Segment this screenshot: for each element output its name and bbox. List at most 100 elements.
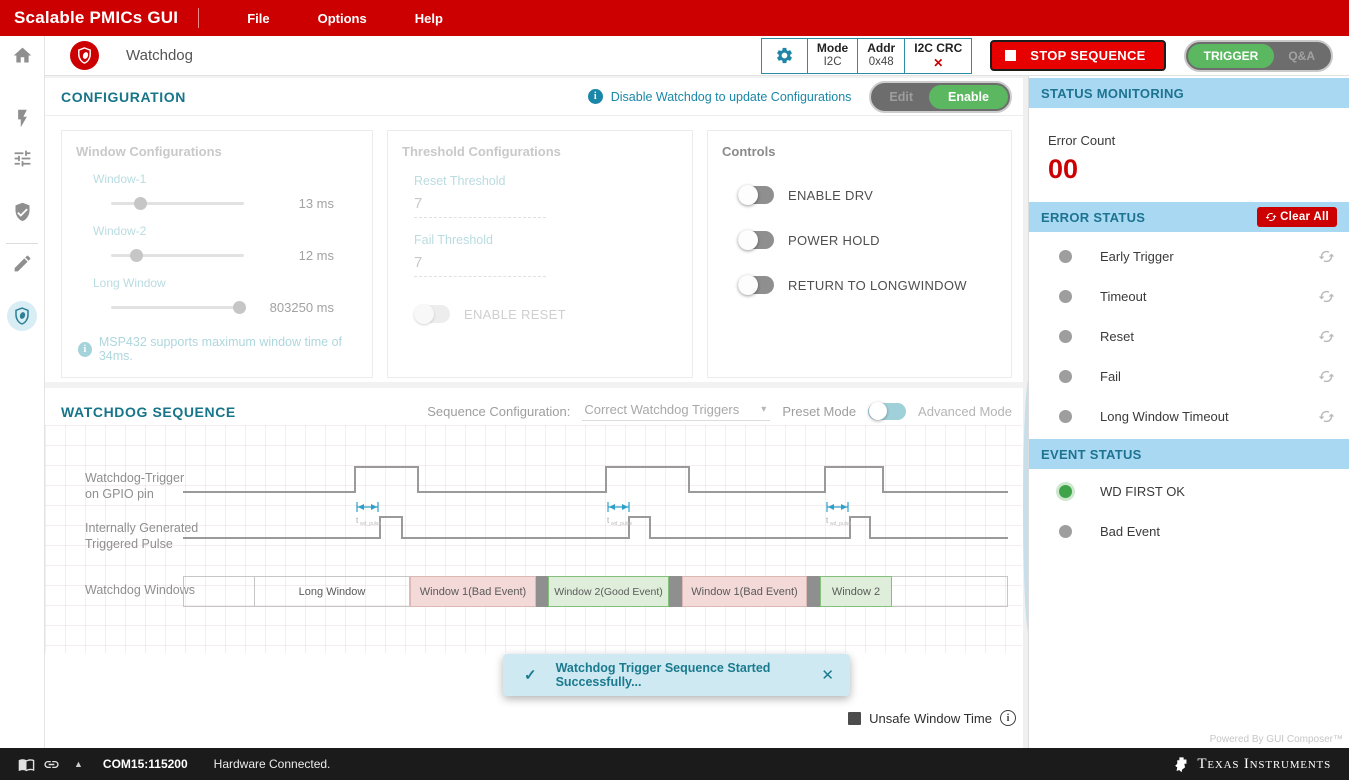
svg-text:wd_pulse: wd_pulse	[611, 521, 632, 527]
enable-reset-toggle[interactable]	[414, 304, 450, 324]
content-header: Watchdog Mode I2C Addr 0x48	[45, 36, 1349, 76]
enable-option[interactable]: Enable	[929, 84, 1008, 109]
qa-option[interactable]: Q&A	[1288, 48, 1315, 63]
ti-brand: Texas Instruments	[1173, 755, 1331, 774]
slider-thumb[interactable]	[133, 197, 147, 210]
status-led	[1059, 329, 1072, 343]
window2-slider[interactable]	[111, 249, 244, 262]
log-book-icon[interactable]	[18, 756, 35, 773]
home-icon[interactable]	[12, 45, 33, 66]
return-longwindow-toggle[interactable]	[738, 275, 774, 295]
unsafe-window-legend: Unsafe Window Time i	[848, 710, 1016, 726]
toast-message: Watchdog Trigger Sequence Started Succes…	[555, 661, 771, 689]
edit-pencil-icon[interactable]	[12, 253, 33, 274]
edit-enable-toggle[interactable]: Edit Enable	[869, 80, 1012, 113]
window-config-title: Window Configurations	[76, 144, 222, 159]
annotation-arrowheads	[358, 504, 847, 510]
toggle-knob	[738, 230, 758, 250]
menu-file[interactable]: File	[247, 10, 270, 26]
slider-thumb[interactable]	[129, 249, 143, 262]
enable-drv-label: ENABLE DRV	[788, 187, 874, 203]
status-led	[1059, 524, 1072, 538]
status-led-green	[1059, 484, 1072, 498]
legend-swatch	[848, 711, 862, 725]
reset-threshold-input[interactable]: 7	[414, 195, 546, 218]
preset-advanced-toggle[interactable]	[868, 402, 907, 420]
fail-threshold-input[interactable]: 7	[414, 254, 546, 277]
power-hold-label: POWER HOLD	[788, 232, 880, 248]
refresh-icon[interactable]	[1318, 288, 1335, 305]
power-bolt-icon[interactable]	[12, 108, 33, 129]
main-content: CONFIGURATION i Disable Watchdog to upda…	[45, 76, 1028, 748]
window-segment-long-window: Long Window	[255, 576, 410, 607]
slider-thumb[interactable]	[233, 301, 246, 314]
enable-reset-label: ENABLE RESET	[464, 306, 566, 322]
menubar-divider	[198, 8, 200, 28]
error-item-long-window-timeout: Long Window Timeout	[1029, 396, 1349, 436]
info-icon: i	[78, 341, 92, 357]
clear-all-button[interactable]: Clear All	[1257, 207, 1337, 227]
info-icon: i	[587, 89, 603, 104]
refresh-icon[interactable]	[1318, 328, 1335, 345]
sidebar	[0, 36, 45, 748]
i2c-info-group: Mode I2C Addr 0x48 I2C CRC ✕	[760, 37, 973, 74]
window1-value: 13 ms	[298, 196, 334, 211]
long-window-value: 803250 ms	[269, 300, 334, 315]
toggle-knob	[414, 304, 434, 324]
sequence-config-value: Correct Watchdog Triggers	[584, 402, 740, 417]
window1-slider[interactable]	[111, 197, 244, 210]
controls-card: Controls ENABLE DRV POWER HOLD	[707, 130, 1012, 378]
threshold-configurations-card: Threshold Configurations Reset Threshold…	[387, 130, 693, 378]
configuration-notice: Disable Watchdog to update Configuration…	[610, 89, 852, 104]
crc-cross-icon: ✕	[933, 55, 944, 70]
refresh-icon[interactable]	[1318, 408, 1335, 425]
edit-option[interactable]: Edit	[889, 89, 913, 104]
trigger-qa-toggle[interactable]: TRIGGER Q&A	[1183, 39, 1333, 72]
sidebar-item-watchdog-selected[interactable]	[7, 301, 37, 331]
info-icon[interactable]: i	[1000, 710, 1016, 726]
stop-sequence-button[interactable]: STOP SEQUENCE	[990, 40, 1166, 71]
content-scrollbar[interactable]	[1023, 76, 1028, 748]
menu-help[interactable]: Help	[414, 10, 443, 26]
event-status-title: EVENT STATUS	[1041, 446, 1142, 462]
mode-label: Mode	[816, 41, 849, 56]
watchdog-shield-icon	[70, 41, 99, 70]
com-port-label: COM15:115200	[102, 757, 188, 771]
refresh-icon[interactable]	[1318, 248, 1335, 265]
i2c-crc-cell: I2C CRC ✕	[904, 38, 971, 73]
addr-value: 0x48	[868, 55, 894, 68]
fail-threshold-label: Fail Threshold	[414, 233, 493, 247]
long-window-slider[interactable]	[111, 301, 246, 314]
sequence-config-select[interactable]: Correct Watchdog Triggers ▾	[582, 402, 771, 421]
window-segment	[892, 576, 1008, 607]
trigger-option[interactable]: TRIGGER	[1187, 43, 1275, 68]
close-icon[interactable]: ✕	[821, 667, 834, 684]
error-item-reset: Reset	[1029, 316, 1349, 356]
tune-settings-icon[interactable]	[12, 148, 33, 169]
enable-drv-toggle[interactable]	[738, 185, 774, 205]
event-item-wd-first-ok: WD FIRST OK	[1029, 471, 1349, 511]
error-status-title: ERROR STATUS	[1041, 209, 1146, 225]
scrollbar-thumb[interactable]	[1023, 376, 1028, 636]
toggle-knob	[738, 275, 758, 295]
refresh-icon[interactable]	[1318, 368, 1335, 385]
connection-link-icon[interactable]	[43, 756, 60, 773]
status-monitoring-header: STATUS MONITORING	[1029, 78, 1349, 108]
device-settings-button[interactable]	[762, 39, 807, 73]
svg-text:t: t	[356, 516, 359, 525]
window2-label: Window-2	[93, 224, 147, 238]
svg-text:t: t	[607, 516, 610, 525]
controls-title: Controls	[722, 144, 776, 159]
power-hold-toggle[interactable]	[738, 230, 774, 250]
window-separator	[669, 576, 682, 607]
error-status-header: ERROR STATUS Clear All	[1029, 202, 1349, 232]
configuration-title: CONFIGURATION	[61, 88, 186, 105]
caret-up-icon[interactable]: ▲	[74, 759, 83, 769]
watchdog-windows-band: Long Window Window 1(Bad Event) Window 2…	[183, 576, 1008, 607]
menu-options[interactable]: Options	[317, 10, 367, 26]
powered-by-label: Powered By GUI Composer™	[1209, 734, 1343, 745]
reset-threshold-label: Reset Threshold	[414, 174, 506, 188]
shield-check-icon[interactable]	[12, 201, 33, 222]
window-configurations-card: Window Configurations Window-1 13 ms Win…	[61, 130, 373, 378]
